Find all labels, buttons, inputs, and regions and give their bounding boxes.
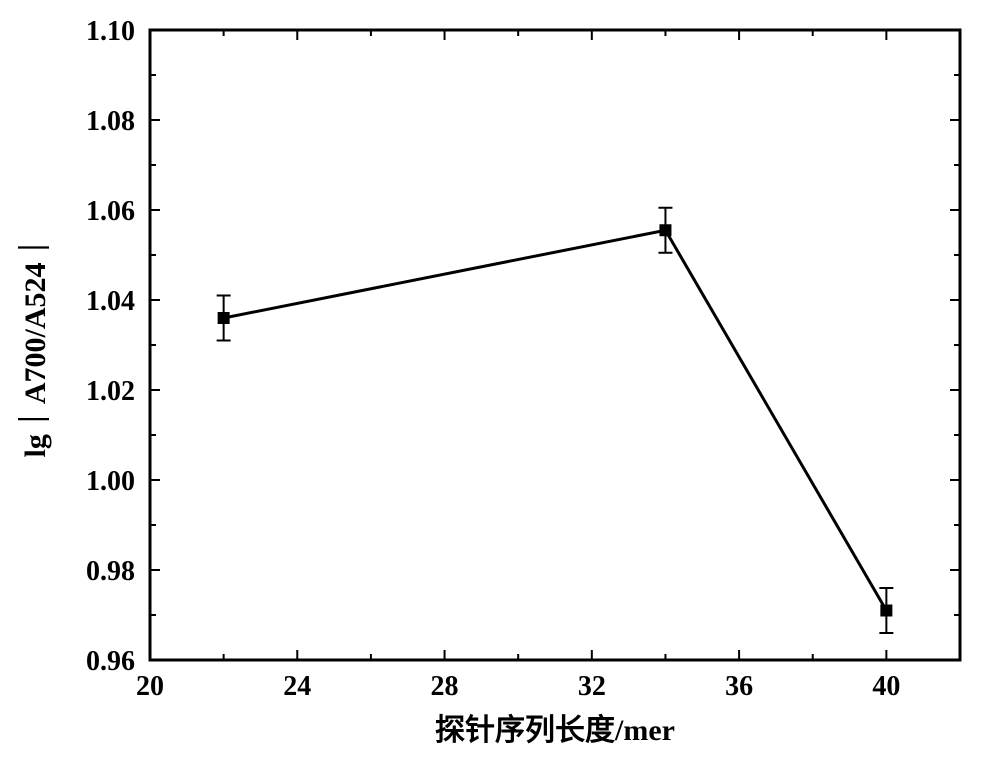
x-tick-label: 28 [431,671,459,702]
x-axis-label: 探针序列长度/mer [435,713,675,747]
data-marker [880,605,892,617]
y-tick-label: 1.04 [86,286,135,317]
chart-container: 20 24 28 32 36 40 0.96 0.98 1.00 1.02 1.04 1.06 1.08… [0,0,1000,771]
line-chart: 20 24 28 32 36 40 0.96 0.98 1.00 1.02 1.04 1.06 1.08… [0,0,1000,771]
data-marker [659,224,671,236]
y-tick-label: 1.08 [86,106,135,137]
x-tick-label: 32 [578,671,606,702]
y-tick-label: 1.10 [86,16,135,47]
data-marker [218,312,230,324]
y-tick-label: 1.06 [86,196,135,227]
x-tick-label: 40 [872,671,900,702]
x-tick-label: 24 [283,671,311,702]
y-tick-label: 0.96 [86,646,135,677]
y-axis-label: lg｜A700/A524｜ [18,233,52,458]
y-tick-label: 1.00 [86,466,135,497]
x-tick-label: 36 [725,671,753,702]
y-tick-label: 0.98 [86,556,135,587]
y-tick-label: 1.02 [86,376,135,407]
x-tick-label: 20 [136,671,164,702]
